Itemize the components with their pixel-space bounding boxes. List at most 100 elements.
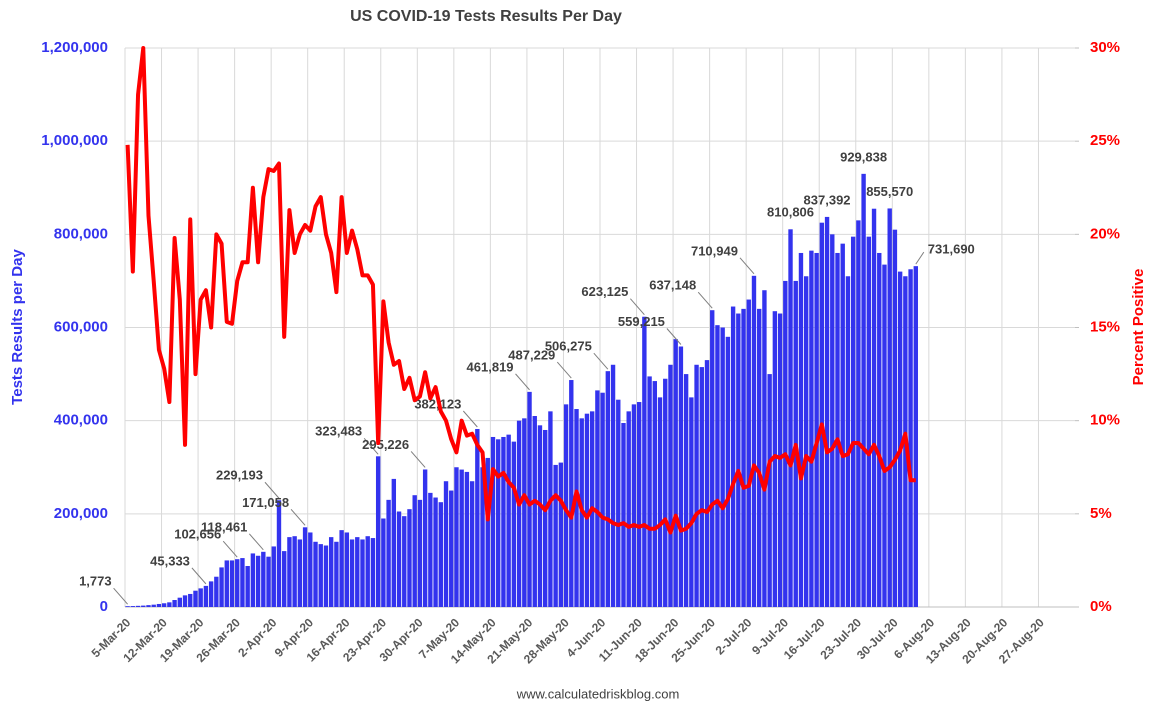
data-label: 118,461 [201,519,247,534]
y-tick-label: 200,000 [54,505,108,522]
bar [370,538,376,607]
leader-line [666,328,682,345]
leader-line [515,373,530,391]
bar [835,252,840,607]
bar [798,252,804,607]
bar [130,606,136,607]
bar [783,280,788,607]
data-label: 559,215 [618,314,665,329]
bar [704,360,710,607]
bar [824,216,830,607]
data-label: 855,570 [866,184,913,199]
bar [250,553,256,607]
bar [146,605,151,607]
y-tick-label: 0 [100,598,108,615]
y-tick-label: 400,000 [54,412,108,429]
bar [814,252,819,607]
bar [496,439,501,607]
y-tick-label: 1,200,000 [41,39,108,56]
y2-axis-title: Percent Positive [1130,269,1147,386]
data-label: 731,690 [928,242,975,257]
bar [177,597,182,607]
bar [381,518,386,607]
bar [584,413,590,607]
bar [235,559,240,607]
bar [558,462,564,607]
bar [172,600,177,607]
data-label: 637,148 [649,278,696,293]
bar [850,236,856,607]
bar [746,299,751,607]
bar [678,346,684,607]
bar [642,316,647,607]
data-label: 1,773 [79,574,112,589]
bar [736,313,741,607]
bar [302,527,308,607]
bar [208,581,214,607]
bar [699,367,704,607]
bar [454,467,459,607]
bar [412,495,417,607]
bar [328,537,334,607]
bar [882,264,887,607]
data-label: 171,058 [242,495,289,510]
bar [887,208,892,608]
y2-tick-label: 5% [1090,505,1112,522]
bar [282,551,287,607]
bar [360,539,365,607]
bar [751,275,757,607]
bar [516,420,522,607]
bar [266,556,271,607]
leader-line [697,291,713,309]
leader-line [593,352,609,370]
bar [892,229,898,608]
bar [720,327,725,607]
bar [840,243,845,607]
y2-tick-label: 10% [1090,412,1120,429]
bar [391,478,397,607]
bar [475,428,480,607]
bar [417,499,423,607]
bar [537,425,543,607]
line-series [125,46,916,535]
bar [125,606,130,607]
bar [710,310,715,607]
bar [803,276,809,607]
data-label: 929,838 [840,149,887,164]
bar [683,374,689,607]
bar [438,502,443,607]
bar [621,422,626,607]
bar [725,336,731,607]
bar [527,391,532,607]
bar [689,397,694,607]
bar [652,381,657,607]
bar [788,229,793,607]
bar [856,220,861,607]
source: www.calculatedriskblog.com [516,686,680,701]
leader-line [629,298,645,316]
bar [647,376,652,607]
bar [563,404,569,607]
bar [443,481,449,607]
bar [543,429,548,607]
data-label: 323,483 [315,424,362,439]
bar [339,530,344,607]
bar [308,532,313,607]
bar [730,306,736,607]
bar [866,236,872,607]
bar [610,364,616,607]
data-label: 295,226 [362,437,409,452]
bar [156,603,162,607]
bar [386,499,391,607]
bar [344,532,350,607]
bar [135,605,141,607]
bar [428,492,433,607]
bar [663,378,668,607]
y-tick-label: 1,000,000 [41,132,108,149]
bar [334,541,339,607]
data-label: 623,125 [581,284,628,299]
leader-line [739,257,755,275]
y-tick-label: 800,000 [54,225,108,242]
bar [897,271,903,607]
